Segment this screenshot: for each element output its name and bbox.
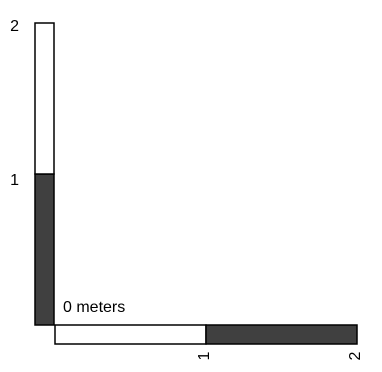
horizontal-tick-label-1: 1: [196, 351, 213, 360]
vertical-scale-bar: 1 2: [10, 18, 55, 326]
vertical-tick-label-2: 2: [10, 18, 19, 35]
horizontal-scale-bar: 1 2: [54, 324, 364, 360]
vertical-tick-label-1: 1: [10, 172, 19, 189]
origin-label: 0 meters: [63, 299, 125, 316]
vertical-segment-0-1: [34, 173, 55, 326]
horizontal-tick-label-2: 2: [347, 351, 364, 360]
horizontal-segment-0-1: [54, 324, 207, 345]
vertical-segment-1-2: [34, 22, 55, 175]
horizontal-segment-1-2: [205, 324, 358, 345]
